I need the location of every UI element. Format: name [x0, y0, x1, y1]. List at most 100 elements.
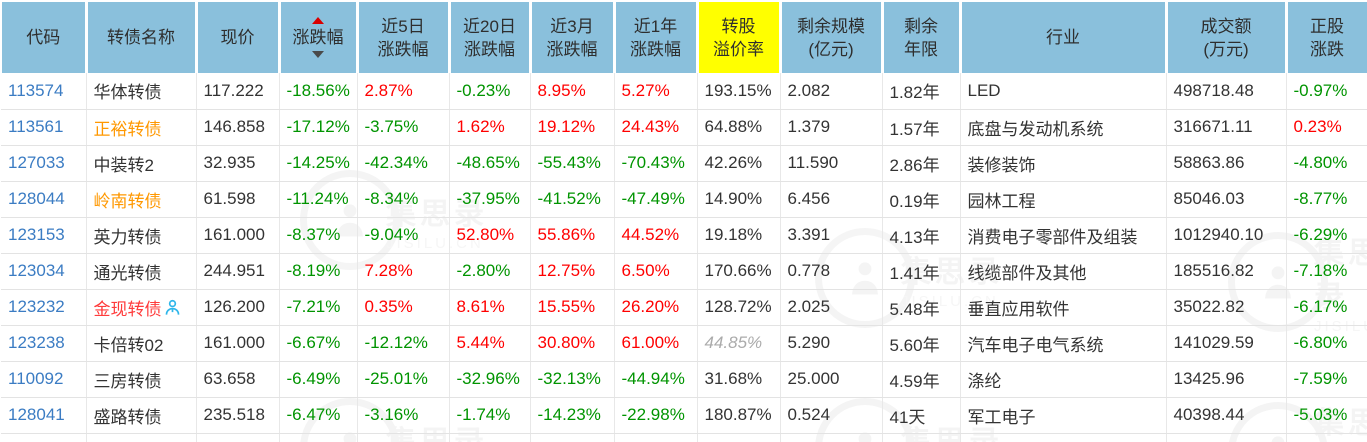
table-row: 123034 通光转债 244.951 -8.19% 7.28% -2.80% 12.75%… [1, 253, 1367, 290]
column-header-label: 近1年 [633, 16, 678, 36]
bond-code-link[interactable]: 123153 [1, 217, 87, 254]
bond-name-link[interactable]: 三房转债 [93, 371, 162, 391]
change-20d-cell: 1.62% [449, 109, 531, 146]
column-header-label: (亿元) [808, 39, 854, 59]
change-5d-cell: -25.01% [357, 361, 450, 398]
remaining-size-cell: 1.379 [780, 109, 883, 146]
sort-desc-icon[interactable] [312, 51, 324, 58]
change-3m-cell: 8.95% [530, 73, 615, 110]
empty-cell [780, 433, 883, 442]
column-header-label: 涨跌幅 [630, 39, 681, 59]
column-header-change[interactable]: 涨跌幅 [279, 0, 359, 73]
empty-cell [530, 433, 615, 442]
holder-person-icon[interactable] [164, 299, 181, 316]
bond-code-link[interactable]: 128041 [1, 397, 87, 434]
change-20d-cell: -32.96% [449, 361, 531, 398]
bond-name-cell[interactable]: 金现转债 [86, 289, 197, 326]
column-header-industry[interactable]: 行业 [960, 0, 1168, 73]
empty-cell [196, 433, 280, 442]
change-1y-cell: -70.43% [614, 145, 698, 182]
empty-cell [1, 433, 87, 442]
remaining-term-cell: 1.57年 [882, 109, 961, 146]
column-header-chg20d[interactable]: 近20日 涨跌幅 [449, 0, 532, 73]
column-header-label: 代码 [26, 28, 61, 47]
change-20d-cell: 52.80% [449, 217, 531, 254]
bond-name-cell[interactable]: 中装转2 [86, 145, 197, 182]
remaining-size-cell: 6.456 [780, 181, 883, 218]
bond-name-cell[interactable]: 岭南转债 [86, 181, 197, 218]
change-pct-cell: -14.25% [279, 145, 358, 182]
column-header-label: (万元) [1203, 39, 1249, 59]
column-header-name[interactable]: 转债名称 [86, 0, 198, 73]
bond-name-link[interactable]: 金现转债 [93, 299, 162, 319]
industry-cell: 涤纶 [960, 361, 1167, 398]
bond-name-link[interactable]: 正裕转债 [93, 119, 162, 139]
bond-name-cell[interactable]: 通光转债 [86, 253, 197, 290]
bond-name-link[interactable]: 盛路转债 [93, 407, 162, 427]
bond-code-link[interactable]: 113561 [1, 109, 87, 146]
bond-code-link[interactable]: 123034 [1, 253, 87, 290]
turnover-cell: 1012940.10 [1166, 217, 1287, 254]
empty-cell [279, 433, 358, 442]
column-header-stock[interactable]: 正股 涨跌 [1286, 0, 1367, 73]
current-price-cell: 61.598 [196, 181, 280, 218]
bond-name-link[interactable]: 卡倍转02 [93, 335, 164, 355]
sort-asc-icon[interactable] [312, 17, 324, 24]
column-header-chg3m[interactable]: 近3月 涨跌幅 [530, 0, 616, 73]
stock-change-cell: -6.80% [1286, 325, 1367, 362]
bond-name-cell[interactable]: 盛路转债 [86, 397, 197, 434]
stock-change-cell: 0.23% [1286, 109, 1367, 146]
change-1y-cell: 61.00% [614, 325, 698, 362]
column-header-turnover[interactable]: 成交额 (万元) [1166, 0, 1288, 73]
bond-code-link[interactable]: 123232 [1, 289, 87, 326]
bond-code-link[interactable]: 110092 [1, 361, 87, 398]
column-header-label: 剩余规模 [797, 16, 865, 36]
bond-name-link[interactable]: 华体转债 [93, 83, 162, 103]
change-5d-cell: -3.75% [357, 109, 450, 146]
empty-cell [1286, 433, 1367, 442]
bond-name-cell[interactable]: 英力转债 [86, 217, 197, 254]
change-20d-cell: -1.74% [449, 397, 531, 434]
table-row: 127033 中装转2 32.935 -14.25% -42.34% -48.65% -55… [1, 145, 1367, 182]
bond-name-cell[interactable]: 三房转债 [86, 361, 197, 398]
bond-code-link[interactable]: 113574 [1, 73, 87, 110]
column-header-term[interactable]: 剩余 年限 [882, 0, 962, 73]
turnover-cell: 185516.82 [1166, 253, 1287, 290]
column-header-code[interactable]: 代码 [0, 0, 88, 73]
change-3m-cell: 15.55% [530, 289, 615, 326]
bond-code-link[interactable]: 127033 [1, 145, 87, 182]
bond-name-link[interactable]: 中装转2 [93, 155, 154, 175]
conversion-premium-cell: 170.66% [697, 253, 781, 290]
column-header-size[interactable]: 剩余规模 (亿元) [780, 0, 884, 73]
empty-cell [1166, 433, 1287, 442]
empty-cell [86, 433, 197, 442]
column-header-chg1y[interactable]: 近1年涨跌幅 [614, 0, 699, 73]
change-5d-cell: -8.34% [357, 181, 450, 218]
change-20d-cell: 8.61% [449, 289, 531, 326]
remaining-size-cell: 3.391 [780, 217, 883, 254]
bond-name-cell[interactable]: 正裕转债 [86, 109, 197, 146]
column-header-chg5d[interactable]: 近5日 涨跌幅 [357, 0, 451, 73]
bond-name-link[interactable]: 英力转债 [93, 227, 162, 247]
column-header-premium[interactable]: 转股 溢价率 [697, 0, 782, 73]
bond-name-cell[interactable]: 卡倍转02 [86, 325, 197, 362]
change-20d-cell: -2.80% [449, 253, 531, 290]
empty-cell [357, 433, 450, 442]
header-row: 代码 转债名称 现价 涨跌幅 近5日 涨跌幅 近20日 涨跌幅 近3月 涨跌幅 近1年 涨跌幅 转股 溢价… [0, 0, 1367, 73]
bond-name-cell[interactable]: 华体转债 [86, 73, 197, 110]
change-20d-cell: -37.95% [449, 181, 531, 218]
stock-change-cell: -5.03% [1286, 397, 1367, 434]
table-row: 123232 金现转债 126.200 -7.21% 0.35% 8.61% 15.55% 2… [1, 289, 1367, 326]
table-row: 123238 卡倍转02 161.000 -6.67% -12.12% 5.44% 30.8… [1, 325, 1367, 362]
remaining-size-cell: 25.000 [780, 361, 883, 398]
bond-code-link[interactable]: 123238 [1, 325, 87, 362]
empty-cell [614, 433, 698, 442]
bond-code-link[interactable]: 128044 [1, 181, 87, 218]
stock-change-cell: -6.29% [1286, 217, 1367, 254]
remaining-size-cell: 2.025 [780, 289, 883, 326]
column-header-price[interactable]: 现价 [196, 0, 281, 73]
remaining-size-cell: 5.290 [780, 325, 883, 362]
bond-name-link[interactable]: 通光转债 [93, 263, 162, 283]
bond-name-link[interactable]: 岭南转债 [93, 191, 162, 211]
change-1y-cell: 5.27% [614, 73, 698, 110]
